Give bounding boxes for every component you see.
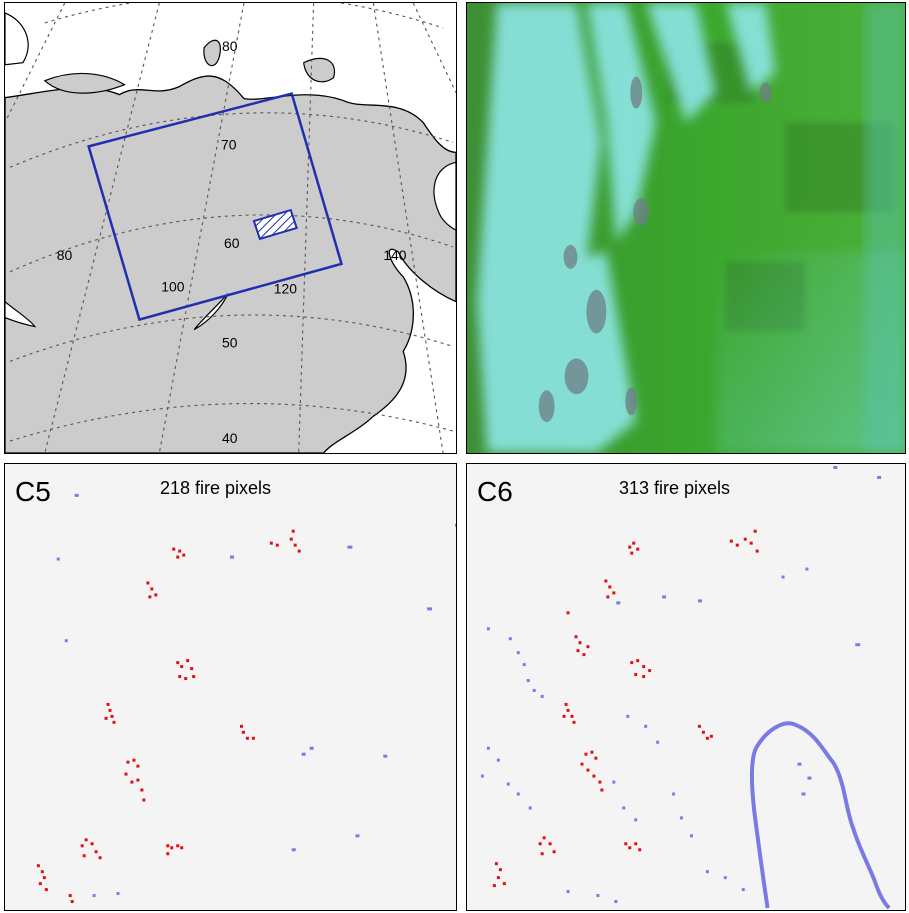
- lake-baikal: [193, 293, 229, 331]
- coast-patch: [5, 12, 29, 66]
- cloud-pixels: [480, 466, 882, 904]
- fire-pixels: [492, 529, 759, 888]
- lon-label-140: 140: [383, 247, 406, 263]
- study-region-box: [87, 92, 344, 322]
- region-map: 80 70 60 50 40 80 100 120 140: [5, 3, 456, 453]
- island: [203, 39, 221, 67]
- satellite-image-panel: [466, 2, 906, 454]
- island: [303, 57, 336, 83]
- c6-fire-map: [480, 466, 891, 910]
- cloud-edge-contour: [753, 721, 891, 910]
- panel-title-c5: 218 fire pixels: [160, 478, 272, 498]
- lon-label-100: 100: [161, 279, 184, 295]
- c5-fire-map: [36, 493, 456, 904]
- lon-label-120: 120: [274, 281, 297, 297]
- smoke-plumes: [476, 3, 776, 453]
- region-map-panel: 80 70 60 50 40 80 100 120 140: [4, 2, 457, 454]
- cloud-pixels: [56, 493, 456, 898]
- longitude-lines: [5, 3, 456, 453]
- panel-label-c5: C5: [15, 476, 51, 507]
- c5-fire-panel: C5 218 fire pixels: [4, 463, 457, 911]
- sea-of-okhotsk: [433, 161, 456, 231]
- burn-scars: [538, 76, 772, 423]
- satellite-image: [467, 3, 905, 453]
- latitude-lines: [9, 3, 454, 442]
- subregion-hatched: [252, 208, 298, 241]
- c6-fire-panel: C6 313 fire pixels: [466, 463, 906, 911]
- fire-pixels: [36, 529, 301, 904]
- land-mass: [5, 75, 456, 453]
- lat-label-40: 40: [222, 430, 238, 446]
- lat-label-50: 50: [222, 334, 238, 350]
- lon-label-80: 80: [57, 247, 73, 263]
- lat-label-80: 80: [222, 38, 238, 54]
- lat-label-70: 70: [221, 136, 237, 152]
- panel-title-c6: 313 fire pixels: [619, 478, 731, 498]
- lat-label-60: 60: [224, 235, 240, 251]
- panel-label-c6: C6: [477, 476, 513, 507]
- island: [43, 72, 126, 94]
- coast-patch: [5, 300, 37, 328]
- cloud-edge-contour: [749, 747, 770, 909]
